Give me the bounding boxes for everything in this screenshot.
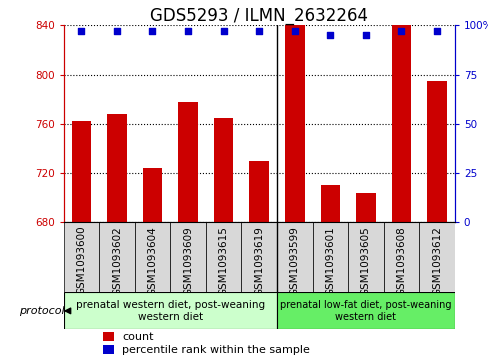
- Bar: [249, 161, 268, 222]
- Text: GSM1093602: GSM1093602: [112, 226, 122, 295]
- Point: [255, 28, 263, 34]
- Bar: [170, 222, 205, 292]
- Bar: [276, 222, 312, 292]
- Bar: [107, 114, 126, 222]
- Bar: [63, 222, 99, 292]
- Bar: [102, 332, 114, 341]
- Bar: [205, 222, 241, 292]
- Bar: [383, 222, 418, 292]
- Text: GSM1093609: GSM1093609: [183, 226, 193, 295]
- Bar: [355, 193, 375, 222]
- Text: prenatal western diet, post-weaning
western diet: prenatal western diet, post-weaning west…: [76, 300, 264, 322]
- Text: percentile rank within the sample: percentile rank within the sample: [122, 345, 309, 355]
- Point: [113, 28, 121, 34]
- Text: protocol: protocol: [19, 306, 64, 316]
- Bar: [178, 102, 198, 222]
- Bar: [134, 222, 170, 292]
- Bar: [241, 222, 276, 292]
- Bar: [71, 121, 91, 222]
- Point: [219, 28, 227, 34]
- Bar: [285, 25, 304, 222]
- Bar: [63, 292, 276, 330]
- Text: GSM1093615: GSM1093615: [218, 226, 228, 296]
- Title: GDS5293 / ILMN_2632264: GDS5293 / ILMN_2632264: [150, 7, 367, 25]
- Text: GSM1093619: GSM1093619: [254, 226, 264, 296]
- Bar: [427, 81, 446, 222]
- Point: [325, 32, 333, 38]
- Text: GSM1093599: GSM1093599: [289, 226, 299, 296]
- Point: [184, 28, 192, 34]
- Bar: [418, 222, 454, 292]
- Point: [148, 28, 156, 34]
- Bar: [320, 185, 339, 222]
- Text: GSM1093604: GSM1093604: [147, 226, 157, 295]
- Text: GSM1093608: GSM1093608: [396, 226, 406, 295]
- Bar: [276, 292, 454, 330]
- Point: [432, 28, 440, 34]
- Bar: [347, 222, 383, 292]
- Text: count: count: [122, 332, 153, 342]
- Point: [77, 28, 85, 34]
- Bar: [213, 118, 233, 222]
- Bar: [312, 222, 347, 292]
- Bar: [142, 168, 162, 222]
- Point: [290, 28, 298, 34]
- Text: GSM1093600: GSM1093600: [76, 226, 86, 295]
- Bar: [102, 345, 114, 354]
- Text: GSM1093612: GSM1093612: [431, 226, 441, 296]
- Point: [361, 32, 369, 38]
- Bar: [391, 25, 410, 222]
- Text: GSM1093601: GSM1093601: [325, 226, 335, 295]
- Bar: [99, 222, 134, 292]
- Text: GSM1093605: GSM1093605: [360, 226, 370, 295]
- Point: [397, 28, 405, 34]
- Text: prenatal low-fat diet, post-weaning
western diet: prenatal low-fat diet, post-weaning west…: [280, 300, 451, 322]
